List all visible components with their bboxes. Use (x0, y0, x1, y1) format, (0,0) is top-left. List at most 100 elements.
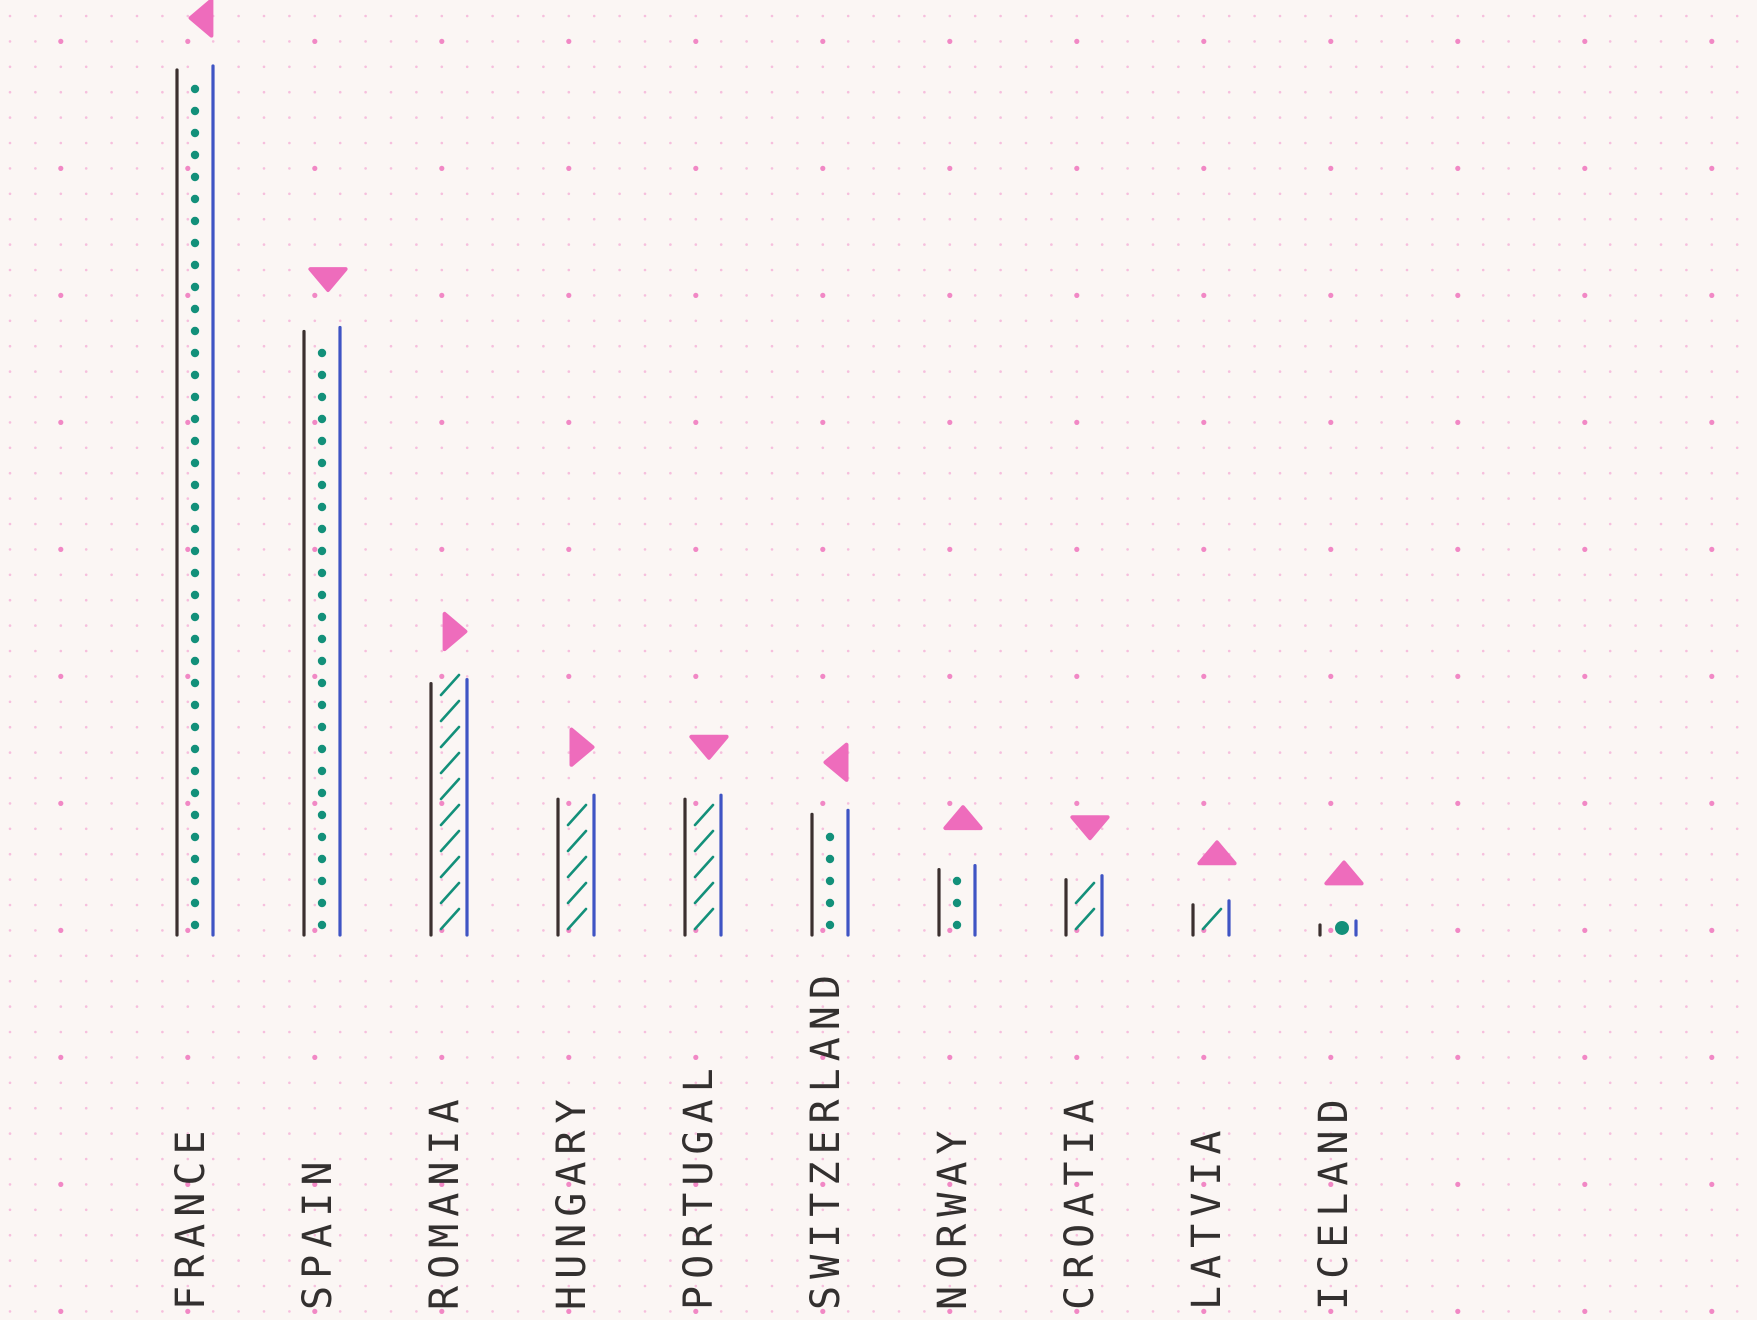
grid-dot (1025, 1259, 1028, 1262)
grid-dot (923, 243, 926, 246)
grid-dot (1634, 701, 1637, 704)
grid-dot (1101, 574, 1104, 577)
grid-dot (949, 904, 952, 907)
grid-dot (1126, 548, 1129, 551)
grid-dot (441, 497, 444, 500)
grid-dot (1330, 269, 1333, 272)
grid-dot (237, 15, 240, 18)
fill-hatch (568, 857, 586, 877)
grid-dot (1457, 878, 1460, 881)
grid-dot (1406, 955, 1409, 958)
grid-dot (136, 548, 139, 551)
fill-hatch (441, 831, 459, 851)
grid-dot (1736, 370, 1739, 373)
grid-dot (720, 218, 723, 221)
grid-dot (1380, 294, 1383, 297)
grid-dot (466, 1056, 469, 1059)
grid-dot (1076, 243, 1079, 246)
grid-dot (1482, 599, 1485, 602)
grid-dot (1177, 345, 1180, 348)
grid-dot (517, 523, 520, 526)
grid-dot (1709, 1309, 1714, 1314)
grid-dot (441, 269, 444, 272)
bar-marker (691, 737, 726, 758)
grid-dot (618, 218, 621, 221)
grid-dot (288, 218, 291, 221)
grid-dot (822, 447, 825, 450)
grid-dot (820, 420, 825, 425)
grid-dot (1685, 116, 1688, 119)
fill-dot (191, 393, 199, 401)
grid-dot (796, 1209, 799, 1212)
grid-dot (60, 1031, 63, 1034)
grid-dot (1203, 472, 1206, 475)
grid-dot (796, 40, 799, 43)
grid-dot (695, 599, 698, 602)
grid-dot (1279, 675, 1282, 678)
grid-dot (491, 523, 494, 526)
grid-dot (1203, 726, 1206, 729)
grid-dot (872, 574, 875, 577)
grid-dot (1736, 929, 1739, 932)
grid-dot (1380, 15, 1383, 18)
grid-dot (1177, 167, 1180, 170)
grid-dot (1685, 15, 1688, 18)
grid-dot (58, 674, 63, 679)
grid-dot (542, 624, 545, 627)
grid-dot (1253, 574, 1256, 577)
grid-dot (669, 497, 672, 500)
grid-dot (720, 421, 723, 424)
grid-dot (263, 142, 266, 145)
grid-dot (1304, 929, 1307, 932)
grid-dot (1431, 1132, 1434, 1135)
grid-dot (1507, 472, 1510, 475)
fill-dot (318, 371, 326, 379)
grid-dot (1101, 548, 1104, 551)
fill-dot (191, 789, 199, 797)
grid-dot (237, 955, 240, 958)
fill-dot (191, 833, 199, 841)
grid-dot (1533, 1056, 1536, 1059)
grid-dot (542, 294, 545, 297)
grid-dot (999, 878, 1002, 881)
grid-dot (1279, 269, 1282, 272)
grid-dot (9, 1285, 12, 1288)
grid-dot (1431, 574, 1434, 577)
grid-dot (237, 1158, 240, 1161)
grid-dot (441, 574, 444, 577)
grid-dot (771, 523, 774, 526)
grid-dot (1279, 167, 1282, 170)
grid-dot (237, 701, 240, 704)
grid-dot (185, 801, 190, 806)
grid-dot (872, 777, 875, 780)
grid-dot (1025, 1107, 1028, 1110)
grid-dot (263, 878, 266, 881)
grid-dot (1406, 929, 1409, 932)
grid-dot (999, 624, 1002, 627)
grid-dot (872, 929, 875, 932)
grid-dot (771, 370, 774, 373)
grid-dot (1584, 1234, 1587, 1237)
grid-dot (1101, 243, 1104, 246)
grid-dot (1431, 828, 1434, 831)
grid-dot (999, 777, 1002, 780)
grid-dot (923, 523, 926, 526)
grid-dot (1126, 701, 1129, 704)
grid-dot (898, 1005, 901, 1008)
grid-dot (136, 396, 139, 399)
grid-dot (568, 1005, 571, 1008)
grid-dot (517, 878, 520, 881)
grid-dot (288, 751, 291, 754)
grid-dot (415, 878, 418, 881)
grid-dot (1406, 1082, 1409, 1085)
grid-dot (441, 955, 444, 958)
grid-dot (1177, 218, 1180, 221)
grid-dot (441, 66, 444, 69)
grid-dot (847, 66, 850, 69)
grid-dot (1380, 142, 1383, 145)
grid-dot (1584, 472, 1587, 475)
grid-dot (161, 66, 164, 69)
grid-dot (339, 980, 342, 983)
grid-dot (466, 142, 469, 145)
grid-dot (263, 701, 266, 704)
